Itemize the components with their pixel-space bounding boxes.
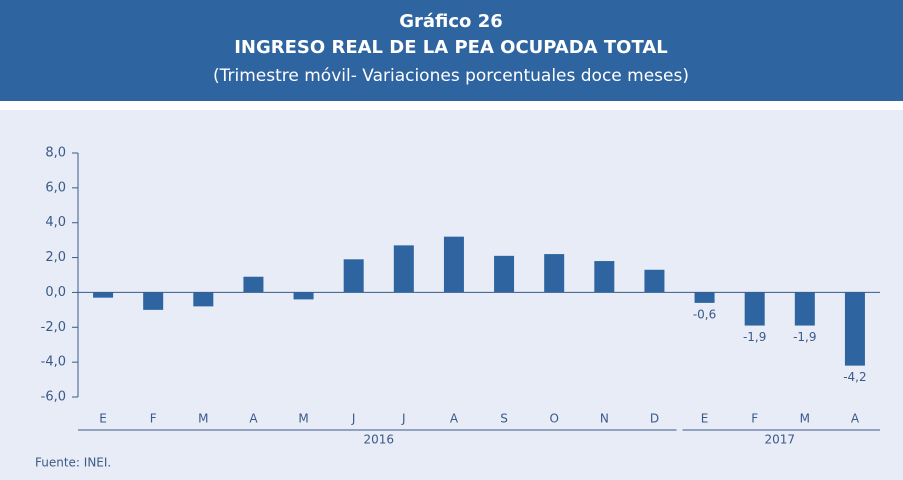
bar bbox=[243, 276, 264, 293]
x-tick-label: A bbox=[450, 412, 459, 426]
x-tick-label: O bbox=[549, 412, 558, 426]
value-label: -1,9 bbox=[793, 330, 816, 344]
y-tick-label: 0,0 bbox=[45, 285, 66, 300]
x-tick-label: M bbox=[298, 412, 308, 426]
bar bbox=[343, 259, 364, 293]
bar bbox=[694, 292, 715, 303]
bar bbox=[143, 292, 164, 310]
x-tick-label: N bbox=[600, 412, 609, 426]
bar bbox=[494, 255, 515, 293]
bar bbox=[544, 254, 565, 293]
x-tick-label: F bbox=[150, 412, 157, 426]
x-tick-label: J bbox=[351, 412, 356, 426]
bar bbox=[443, 236, 464, 293]
bar bbox=[193, 292, 214, 307]
value-label: -1,9 bbox=[743, 330, 766, 344]
x-tick-label: F bbox=[751, 412, 758, 426]
y-tick-label: -2,0 bbox=[41, 320, 66, 335]
bar bbox=[744, 292, 765, 326]
x-tick-label: E bbox=[701, 412, 709, 426]
value-label: -4,2 bbox=[843, 370, 866, 384]
bar bbox=[794, 292, 815, 326]
x-tick-label: M bbox=[800, 412, 810, 426]
x-tick-label: S bbox=[500, 412, 508, 426]
y-tick-label: 2,0 bbox=[45, 250, 66, 265]
y-tick-label: -4,0 bbox=[41, 355, 66, 370]
x-tick-label: M bbox=[198, 412, 208, 426]
y-tick-label: 4,0 bbox=[45, 215, 66, 230]
bar bbox=[594, 261, 615, 293]
group-label: 2017 bbox=[764, 433, 795, 447]
chart-subtitle: INGRESO REAL DE LA PEA OCUPADA TOTAL bbox=[234, 37, 668, 58]
bar bbox=[293, 292, 314, 300]
y-tick-label: 6,0 bbox=[45, 180, 66, 195]
y-tick-label: -6,0 bbox=[41, 390, 66, 405]
bar bbox=[393, 245, 414, 293]
x-tick-label: A bbox=[851, 412, 860, 426]
bar bbox=[93, 292, 114, 298]
chart-note: (Trimestre móvil- Variaciones porcentual… bbox=[213, 66, 689, 86]
bar bbox=[644, 269, 665, 293]
x-tick-label: E bbox=[99, 412, 107, 426]
value-label: -0,6 bbox=[693, 307, 716, 321]
bar bbox=[844, 292, 865, 366]
source: Fuente: INEI. bbox=[35, 456, 111, 470]
y-tick-label: 8,0 bbox=[45, 146, 66, 161]
chart-title: Gráfico 26 bbox=[399, 11, 503, 32]
x-tick-label: A bbox=[249, 412, 258, 426]
x-tick-label: J bbox=[401, 412, 406, 426]
header-band bbox=[0, 0, 903, 101]
x-tick-label: D bbox=[650, 412, 659, 426]
group-label: 2016 bbox=[363, 433, 394, 447]
